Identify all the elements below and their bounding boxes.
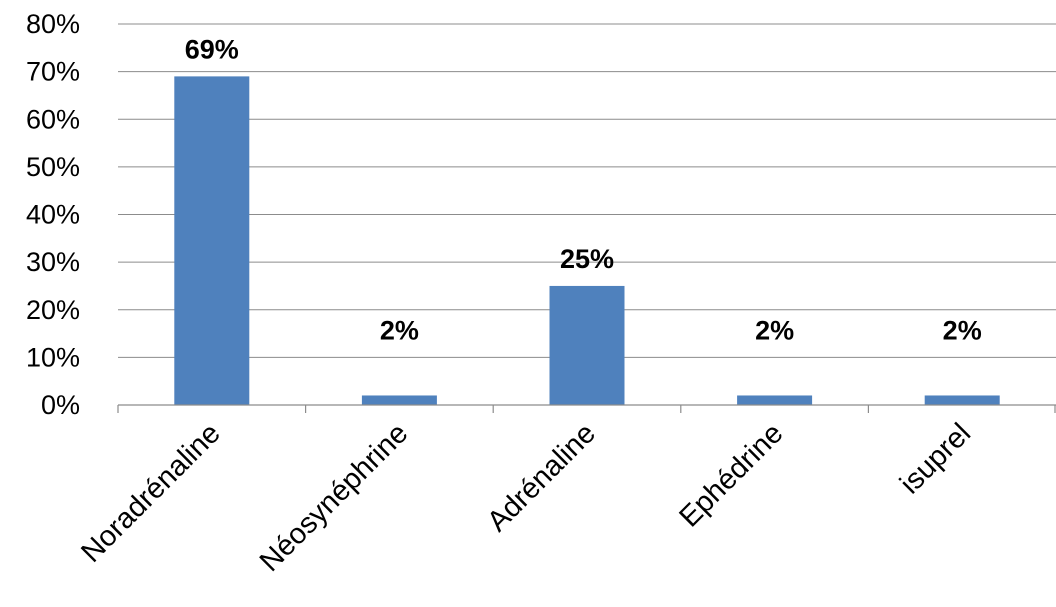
bar [737,395,813,405]
bar [174,76,250,405]
y-tick-label: 0% [41,390,80,420]
x-tick-label: isuprel [894,417,977,500]
y-tick-label: 30% [26,247,80,277]
bar [549,285,625,405]
y-tick-label: 40% [26,200,80,230]
grid-layer [118,23,1056,358]
bar [924,395,1000,405]
y-tick-label: 50% [26,152,80,182]
x-tick-label: Noradrénaline [75,417,226,568]
label-layer: 0% 10% 20% 30% 40% 50% 60% 70% 80% 69% Noradrénali… [26,9,982,578]
data-label: 2% [380,315,419,345]
axis-layer [117,404,1056,413]
bar-layer [174,76,1000,405]
data-label: 69% [185,34,239,64]
data-label: 2% [943,315,982,345]
y-tick-label: 80% [26,9,80,39]
y-tick-label: 60% [26,104,80,134]
x-tick-label: Ephédrine [673,417,789,533]
bar [361,395,437,405]
y-tick-label: 10% [26,342,80,372]
x-tick-label: Adrénaline [481,417,602,538]
data-label: 2% [755,315,794,345]
y-tick-label: 70% [26,57,80,87]
y-tick-label: 20% [26,295,80,325]
data-label: 25% [560,244,614,274]
x-tick-label: Néosynéphrine [254,417,415,578]
